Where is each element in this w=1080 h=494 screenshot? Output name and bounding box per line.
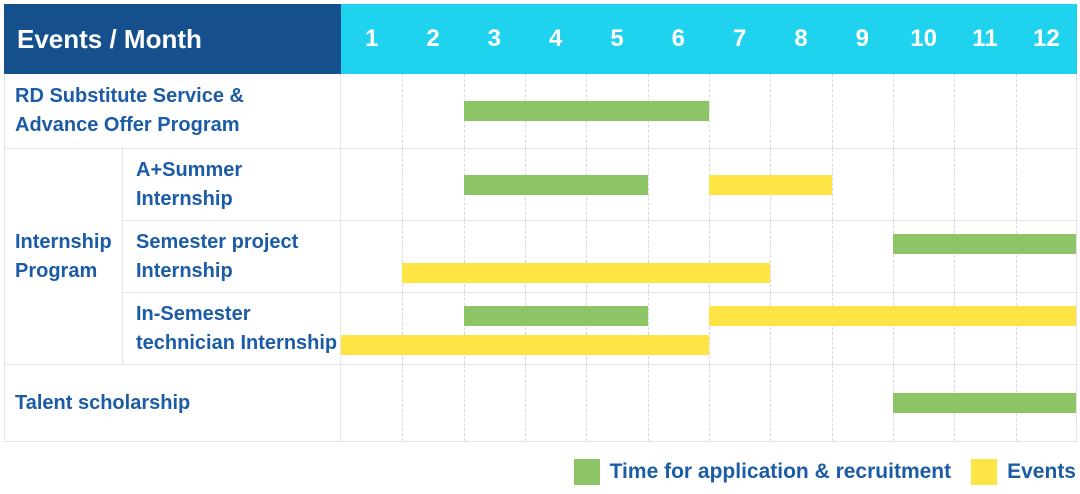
chart-row — [341, 149, 1077, 221]
month-header-10: 10 — [910, 25, 937, 52]
month-gridline — [954, 221, 956, 292]
month-header-2: 2 — [426, 25, 440, 52]
month-header-row: 1 2 3 4 5 6 7 8 9 10 11 12 — [341, 4, 1077, 74]
month-gridline — [525, 365, 526, 441]
month-gridline — [893, 149, 894, 220]
month-header-11: 11 — [972, 25, 998, 52]
legend-label-events: Events — [1007, 460, 1076, 483]
gantt-bar-event — [709, 174, 832, 195]
gantt-bar-application — [463, 101, 709, 121]
legend: Time for application & recruitment Event… — [573, 458, 1076, 486]
row-label: A+Summer Internship — [123, 149, 341, 221]
row-label: Talent scholarship — [4, 365, 341, 442]
row-label: RD Substitute Service & Advance Offer Pr… — [4, 74, 341, 149]
month-header-3: 3 — [487, 25, 501, 52]
month-gridline — [1015, 221, 1017, 292]
month-gridline — [463, 221, 465, 292]
gantt-bar-event — [402, 263, 771, 283]
month-header-4: 4 — [548, 25, 563, 52]
month-gridline — [954, 74, 956, 148]
legend-item-events: Events — [971, 459, 1076, 485]
month-gridline — [770, 221, 772, 292]
month-gridline — [402, 365, 404, 441]
month-gridline — [525, 293, 526, 364]
gantt-table: Events / Month 1 2 3 4 5 6 7 8 9 10 11 12 RD Substi… — [4, 4, 1077, 442]
month-gridline — [893, 74, 894, 148]
month-gridline — [402, 221, 404, 292]
gantt-bar-application — [463, 306, 648, 326]
month-header-12: 12 — [1032, 25, 1060, 52]
chart-row — [341, 293, 1077, 365]
month-header-6: 6 — [671, 25, 685, 52]
row-group-label: Internship Program — [4, 149, 123, 365]
month-gridline — [954, 293, 956, 364]
gantt-bar-event — [709, 306, 1076, 326]
chart-row — [341, 74, 1077, 149]
month-gridline — [1015, 149, 1017, 220]
month-gridline — [831, 365, 833, 441]
month-gridline — [831, 149, 833, 220]
month-gridline — [463, 365, 465, 441]
month-gridline — [525, 221, 526, 292]
gantt-bar-event — [341, 335, 709, 355]
header-events-month-cell: Events / Month — [4, 4, 341, 74]
legend-label-application: Time for application & recruitment — [609, 460, 952, 483]
month-gridline — [709, 293, 710, 364]
month-gridline — [709, 74, 710, 148]
month-gridline — [647, 293, 649, 364]
month-gridline — [893, 221, 894, 292]
row-label: Semester project Internship — [123, 221, 341, 293]
chart-row — [341, 221, 1077, 293]
month-gridline — [770, 293, 772, 364]
legend-item-application: Time for application & recruitment — [573, 459, 952, 485]
month-gridline — [831, 293, 833, 364]
month-gridline — [586, 221, 588, 292]
month-gridline — [831, 74, 833, 148]
month-gridline — [1015, 74, 1017, 148]
month-header-5: 5 — [610, 25, 624, 52]
month-gridline — [954, 149, 956, 220]
month-gridline — [586, 293, 588, 364]
month-header-1: 1 — [364, 25, 379, 52]
events-color-swatch — [971, 459, 998, 485]
month-gridline — [893, 293, 894, 364]
application-color-swatch — [573, 459, 600, 485]
month-gridline — [831, 221, 833, 292]
month-gridline — [586, 365, 588, 441]
month-gridline — [463, 293, 465, 364]
gantt-bar-application — [463, 174, 648, 195]
month-gridline — [709, 365, 710, 441]
chart-row — [341, 365, 1077, 442]
month-gridline — [402, 293, 404, 364]
month-gridline — [770, 365, 772, 441]
month-gridline — [770, 74, 772, 148]
gantt-bar-application — [893, 234, 1076, 254]
month-header-9: 9 — [855, 25, 869, 52]
row-label: In-Semester technician Internship — [123, 293, 341, 365]
month-gridline — [647, 149, 649, 220]
header-title: Events / Month — [17, 23, 202, 54]
month-gridline — [647, 365, 649, 441]
month-gridline — [709, 221, 710, 292]
month-gridline — [402, 149, 404, 220]
month-header-7: 7 — [732, 25, 747, 52]
month-gridline — [1015, 293, 1017, 364]
month-gridline — [402, 74, 404, 148]
gantt-bar-application — [893, 393, 1076, 413]
month-header-8: 8 — [794, 25, 808, 52]
month-gridline — [647, 221, 649, 292]
